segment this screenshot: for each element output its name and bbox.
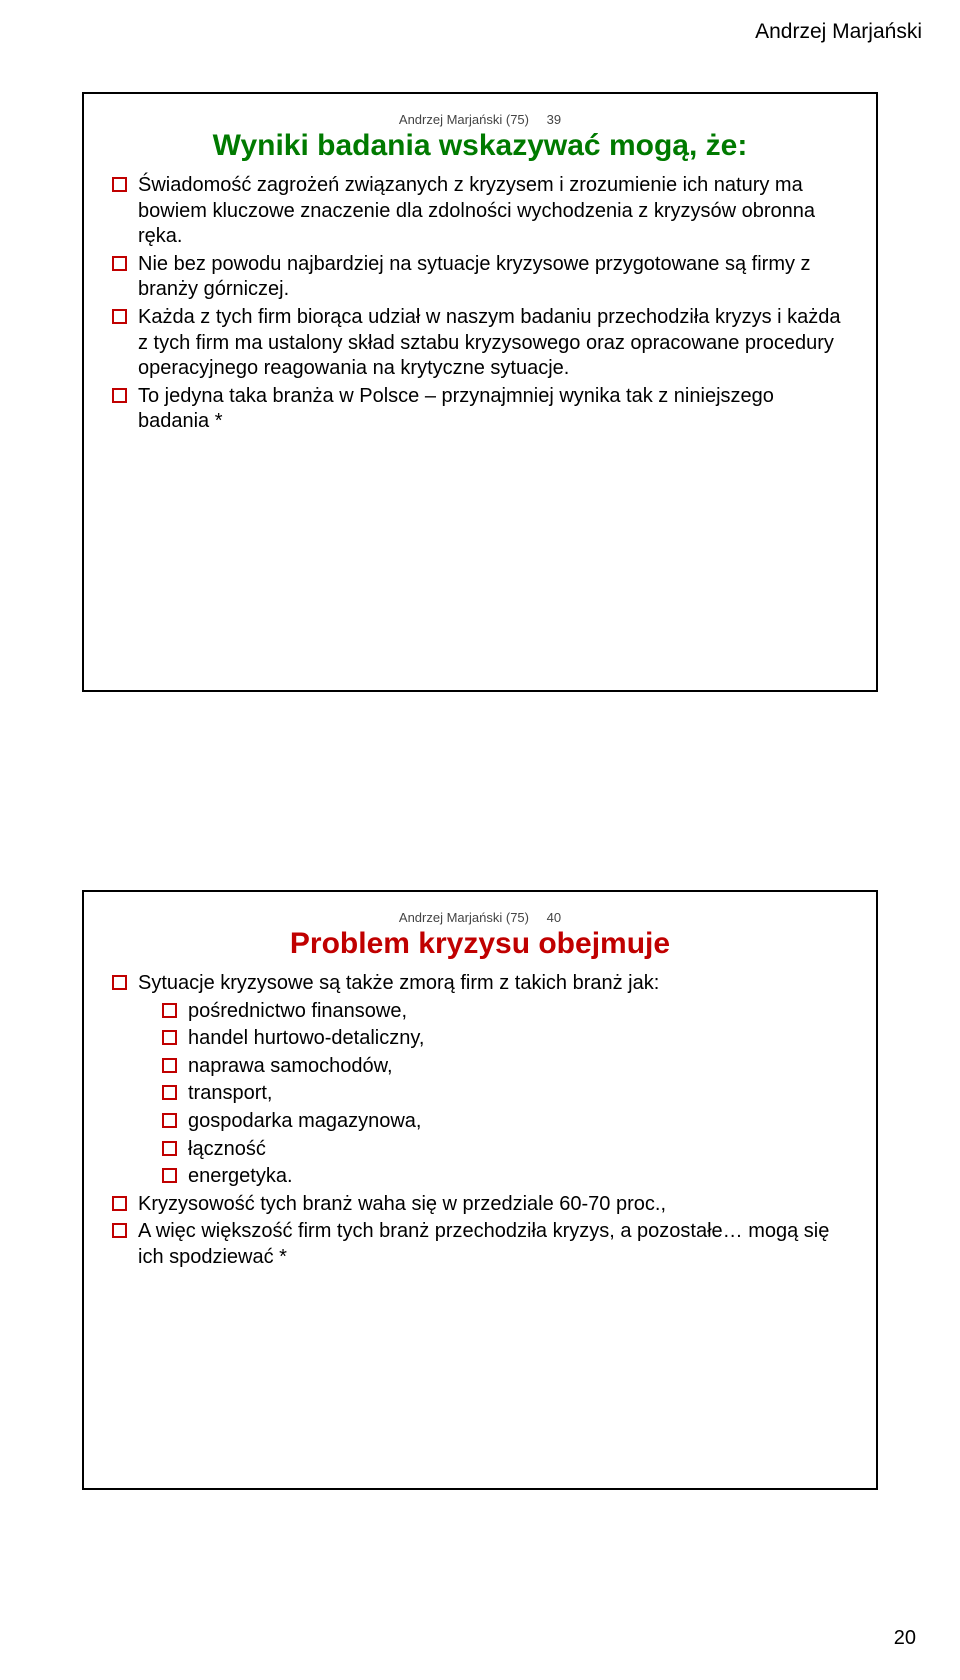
list-item: naprawa samochodów, [162,1054,848,1080]
bullet-icon [112,975,127,990]
bullet-icon [162,1030,177,1045]
slide-2-bullets: Sytuacje kryzysowe są także zmorą firm z… [112,971,848,1271]
list-item: pośrednictwo finansowe, [162,999,848,1025]
bullet-text: Każda z tych firm biorąca udział w naszy… [138,306,841,379]
slide-2-meta: Andrzej Marjański (75) 40 [112,910,848,925]
slide-2-author: Andrzej Marjański [399,910,502,925]
bullet-icon [112,256,127,271]
bullet-text: Sytuacje kryzysowe są także zmorą firm z… [138,972,659,994]
list-item: A więc większość firm tych branż przecho… [112,1219,848,1270]
slide-2: Andrzej Marjański (75) 40 Problem kryzys… [82,890,878,1490]
bullet-text: A więc większość firm tych branż przecho… [138,1220,829,1268]
bullet-text: handel hurtowo-detaliczny, [188,1027,424,1049]
list-item: energetyka. [162,1164,848,1190]
bullet-icon [112,177,127,192]
bullet-text: Nie bez powodu najbardziej na sytuacje k… [138,253,811,301]
bullet-text: Świadomość zagrożeń związanych z kryzyse… [138,174,815,247]
bullet-icon [162,1168,177,1183]
bullet-icon [112,388,127,403]
bullet-text: energetyka. [188,1165,293,1187]
bullet-text: pośrednictwo finansowe, [188,1000,407,1022]
bullet-text: transport, [188,1082,272,1104]
slide-1-author: Andrzej Marjański [399,112,502,127]
bullet-icon [112,1196,127,1211]
bullet-text: Kryzysowość tych branż waha się w przedz… [138,1193,666,1215]
slide-1: Andrzej Marjański (75) 39 Wyniki badania… [82,92,878,692]
page-header-author: Andrzej Marjański [755,20,922,44]
list-item: łączność [162,1137,848,1163]
bullet-text: łączność [188,1138,266,1160]
bullet-icon [112,309,127,324]
list-item: Sytuacje kryzysowe są także zmorą firm z… [112,971,848,1190]
bullet-icon [162,1113,177,1128]
bullet-icon [112,1223,127,1238]
slide-1-meta: Andrzej Marjański (75) 39 [112,112,848,127]
bullet-icon [162,1141,177,1156]
bullet-icon [162,1003,177,1018]
slide-1-number: 39 [547,112,561,127]
bullet-icon [162,1085,177,1100]
slide-1-title: Wyniki badania wskazywać mogą, że: [112,129,848,163]
list-item: gospodarka magazynowa, [162,1109,848,1135]
sub-bullets: pośrednictwo finansowe, handel hurtowo-d… [138,999,848,1190]
slide-1-total: (75) [506,112,529,127]
slide-2-title: Problem kryzysu obejmuje [112,927,848,961]
list-item: handel hurtowo-detaliczny, [162,1026,848,1052]
bullet-text: To jedyna taka branża w Polsce – przynaj… [138,385,774,433]
list-item: Kryzysowość tych branż waha się w przedz… [112,1192,848,1218]
list-item: Każda z tych firm biorąca udział w naszy… [112,305,848,382]
bullet-icon [162,1058,177,1073]
bullet-text: naprawa samochodów, [188,1055,393,1077]
page-number: 20 [894,1627,916,1650]
slide-2-number: 40 [547,910,561,925]
list-item: transport, [162,1081,848,1107]
slide-2-total: (75) [506,910,529,925]
bullet-text: gospodarka magazynowa, [188,1110,421,1132]
list-item: To jedyna taka branża w Polsce – przynaj… [112,384,848,435]
list-item: Nie bez powodu najbardziej na sytuacje k… [112,252,848,303]
slide-1-bullets: Świadomość zagrożeń związanych z kryzyse… [112,173,848,435]
list-item: Świadomość zagrożeń związanych z kryzyse… [112,173,848,250]
